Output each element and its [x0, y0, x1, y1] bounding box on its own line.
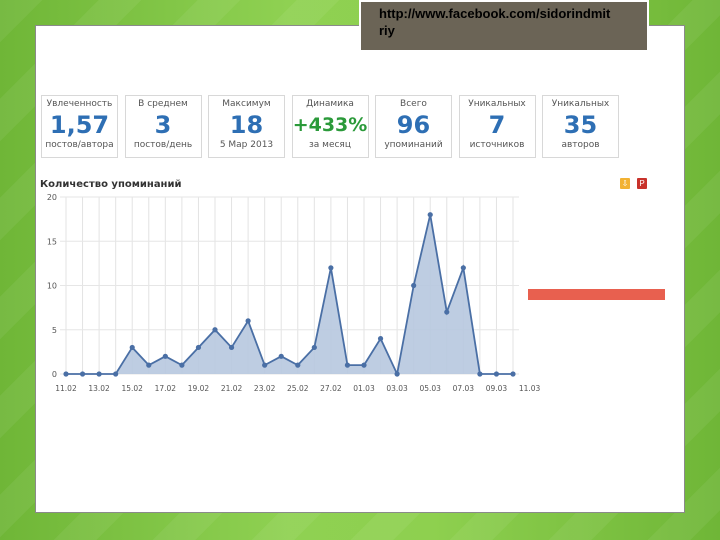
data-point: [477, 371, 483, 377]
x-tick-label: 11.03: [519, 384, 541, 393]
data-point: [493, 371, 500, 377]
stat-card: Динамика +433% за месяц: [291, 95, 369, 158]
stat-sublabel: авторов: [561, 140, 600, 150]
data-point: [262, 362, 268, 368]
data-point: [179, 362, 185, 368]
stat-card: Увлеченность 1,57 постов/автора: [41, 95, 118, 158]
x-tick-label: 21.02: [221, 384, 243, 393]
stat-label: Уникальных: [551, 99, 610, 109]
data-point: [411, 282, 417, 289]
series-area: [66, 214, 513, 374]
highlight-bar: [528, 289, 665, 300]
stat-value: 96: [396, 111, 431, 139]
data-point: [245, 318, 251, 324]
stat-sublabel: упоминаний: [384, 140, 443, 150]
export-icon[interactable]: ⇩: [620, 178, 630, 189]
data-point: [344, 362, 351, 368]
stat-value: 7: [488, 111, 506, 139]
url-line-2: riy: [379, 23, 395, 38]
stat-label: Максимум: [222, 99, 271, 109]
stat-card: Максимум 18 5 Мар 2013: [208, 95, 285, 158]
stat-value: 3: [154, 111, 172, 139]
stat-label: Увлеченность: [46, 99, 113, 109]
stat-sublabel: 5 Мар 2013: [219, 140, 274, 150]
stat-value: 1,57: [49, 111, 110, 139]
stat-sublabel: постов/день: [133, 140, 193, 150]
stat-card: Уникальных 7 источников: [458, 95, 536, 158]
data-point: [444, 309, 450, 315]
pdf-icon[interactable]: P: [637, 178, 647, 189]
x-tick-label: 27.02: [320, 384, 342, 393]
y-tick-label: 0: [52, 370, 57, 379]
url-line-1: http://www.facebook.com/sidorindmit: [379, 6, 611, 21]
x-tick-label: 13.02: [88, 384, 110, 393]
stat-value: 35: [563, 111, 598, 139]
data-point: [228, 344, 235, 351]
stat-label: Динамика: [306, 99, 354, 109]
x-tick-label: 05.03: [419, 384, 441, 393]
data-point: [510, 371, 516, 377]
series-line: [66, 214, 513, 377]
data-point: [311, 344, 317, 351]
data-point: [361, 362, 367, 368]
data-point: [96, 371, 102, 377]
stat-label: В среднем: [138, 99, 188, 109]
stat-value: 18: [229, 111, 264, 139]
x-tick-label: 01.03: [353, 384, 375, 393]
url-caption: http://www.facebook.com/sidorindmit riy: [359, 0, 649, 52]
data-point: [377, 336, 384, 342]
data-point: [162, 353, 168, 359]
stat-label: Уникальных: [468, 99, 526, 109]
y-tick-label: 20: [47, 193, 57, 202]
stat-sublabel: источников: [469, 140, 525, 150]
stat-value: +433%: [292, 114, 368, 136]
data-point: [295, 362, 301, 368]
data-point: [63, 371, 69, 377]
stat-card: В среднем 3 постов/день: [124, 95, 202, 158]
y-tick-label: 15: [47, 237, 57, 246]
data-point: [129, 344, 135, 351]
stat-card: Уникальных 35 авторов: [542, 95, 619, 158]
x-tick-label: 03.03: [386, 384, 408, 393]
y-tick-label: 10: [47, 282, 57, 291]
data-point: [328, 265, 334, 271]
x-tick-label: 09.03: [486, 384, 508, 393]
x-tick-label: 17.02: [155, 384, 177, 393]
x-tick-label: 15.02: [121, 384, 143, 393]
x-tick-label: 11.02: [55, 384, 77, 393]
data-point: [79, 371, 86, 377]
x-tick-label: 23.02: [254, 384, 276, 393]
stat-sublabel: за месяц: [309, 140, 351, 150]
data-point: [427, 212, 433, 218]
data-point: [195, 344, 202, 351]
data-point: [113, 371, 119, 377]
chart-title: Количество упоминаний: [40, 179, 182, 190]
stat-label: Всего: [400, 99, 427, 109]
data-point: [212, 327, 218, 333]
stat-sublabel: постов/автора: [45, 140, 114, 150]
x-tick-label: 25.02: [287, 384, 309, 393]
data-point: [278, 353, 284, 359]
data-point: [394, 371, 400, 377]
stat-card: Всего 96 упоминаний: [375, 95, 452, 158]
y-tick-label: 5: [52, 326, 57, 335]
x-tick-label: 19.02: [188, 384, 210, 393]
x-tick-label: 07.03: [453, 384, 475, 393]
data-point: [460, 265, 466, 271]
data-point: [146, 362, 152, 368]
